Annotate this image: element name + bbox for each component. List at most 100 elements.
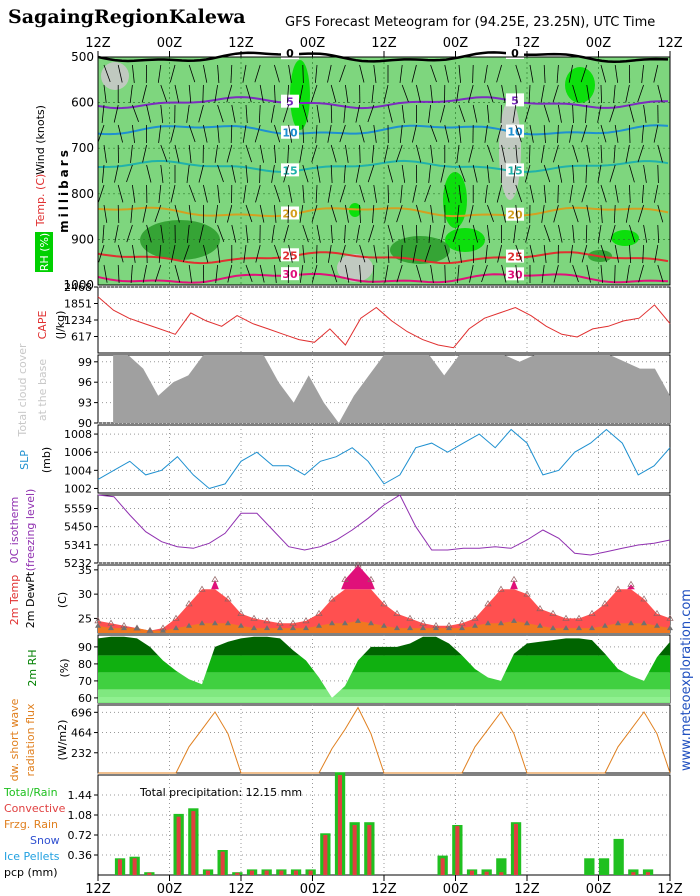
temp2m-point xyxy=(185,600,193,607)
wind-barb xyxy=(412,244,417,263)
legend-convective: Convective xyxy=(4,802,66,815)
wind-barb xyxy=(130,204,133,223)
precip-tick-label: 1.08 xyxy=(68,809,93,822)
wind-barb xyxy=(203,184,208,203)
wind-barb xyxy=(387,224,394,243)
wind-barb xyxy=(274,184,281,203)
shortwave-unit-label: (W/m2) xyxy=(56,720,69,761)
wind-barb xyxy=(355,164,360,183)
wind-barb xyxy=(182,244,190,263)
pressure-tick-label: 1000 xyxy=(63,278,94,292)
wind-barb xyxy=(97,124,105,143)
wind-barb xyxy=(383,144,389,163)
wind-barb xyxy=(629,224,636,243)
top-time-label: 00Z xyxy=(157,36,183,51)
precip-convective-bar xyxy=(293,870,298,875)
wind-barb xyxy=(274,264,277,283)
temp2m-point xyxy=(367,575,375,582)
rh2m-label: 2m RH xyxy=(26,649,39,686)
temp2m-point xyxy=(250,614,258,621)
wind-barb xyxy=(271,164,275,183)
wind-barb xyxy=(330,224,333,244)
wind-barb xyxy=(169,64,176,83)
wind-barb xyxy=(316,244,318,264)
cloud-area xyxy=(113,355,671,423)
wind-barb xyxy=(199,224,204,243)
freezing-label: 0C isotherm xyxy=(8,497,21,564)
rh-patch xyxy=(390,236,450,264)
wind-barb xyxy=(160,144,168,163)
dewpt2m-point xyxy=(225,620,231,626)
shortwave-tick-label: 696 xyxy=(71,706,92,719)
wind-barb xyxy=(424,244,431,263)
wind-barb xyxy=(444,244,450,263)
wind-barb xyxy=(174,264,181,283)
wind-barb xyxy=(456,204,460,223)
wind-barb xyxy=(345,84,349,103)
wind-barb xyxy=(614,124,619,143)
wind-barb xyxy=(384,204,389,223)
wind-barb xyxy=(515,64,522,83)
wind-barb xyxy=(597,164,602,183)
wind-barb xyxy=(585,104,588,124)
wind-barb xyxy=(287,144,289,164)
freezing-tick-label: 5450 xyxy=(64,521,92,534)
pressure-tick-label: 600 xyxy=(71,96,94,110)
wind-barb xyxy=(600,124,607,143)
wind-barb xyxy=(444,64,449,83)
wind-barb xyxy=(299,144,304,163)
isotherm-line xyxy=(97,251,669,265)
wind-barb xyxy=(600,264,603,283)
wind-barb xyxy=(302,244,305,263)
wind-barb xyxy=(496,124,502,143)
bottom-time-label: 00Z xyxy=(443,882,469,896)
wind-barb xyxy=(487,224,490,243)
wind-barb xyxy=(132,244,136,263)
dewpt2m-point xyxy=(355,617,361,623)
wind-barb xyxy=(424,184,431,203)
precip-convective-bar xyxy=(117,859,122,875)
wind-barb xyxy=(440,224,446,243)
dewpt2m-point xyxy=(303,625,309,631)
isotherm-label-box xyxy=(281,248,299,262)
temp2m-point xyxy=(562,614,570,621)
wind-barb xyxy=(525,224,531,243)
dewpt2m-point xyxy=(394,625,400,631)
wind-barb xyxy=(345,204,349,223)
wind-barb xyxy=(158,124,162,143)
wind-barb xyxy=(302,184,305,204)
wind-barb xyxy=(541,204,545,223)
precip-convective-bar xyxy=(279,870,284,875)
wind-barb xyxy=(243,244,247,263)
wind-barb xyxy=(274,124,281,143)
wind-barb xyxy=(641,64,644,83)
cloud-base-label: at the base xyxy=(36,359,49,422)
temp2m-point xyxy=(614,585,622,592)
slp-line xyxy=(97,428,671,490)
wind-barb xyxy=(259,84,264,103)
shortwave-tick-label: 232 xyxy=(71,747,92,760)
top-time-axis: 12Z 00Z 12Z 00Z 12Z 00Z 12Z 00Z 12Z xyxy=(85,36,683,57)
rh-patch xyxy=(101,62,129,90)
wind-barb xyxy=(457,264,460,283)
temp2m-point xyxy=(393,609,401,616)
wind-barb xyxy=(472,224,478,243)
cape-tick-label: 1851 xyxy=(64,298,92,311)
wind-barb xyxy=(372,264,375,284)
top-time-label: 12Z xyxy=(371,36,397,51)
dewpt2m-point xyxy=(550,625,556,631)
wind-barb xyxy=(359,184,365,203)
wind-barb xyxy=(344,224,346,244)
wind-barb xyxy=(458,184,462,203)
wind-barb xyxy=(472,104,478,123)
precip-convective-bar xyxy=(645,872,650,875)
dewpt2m-point xyxy=(420,625,426,631)
wind-barb xyxy=(468,84,474,103)
wind-barb xyxy=(226,84,233,103)
wind-barb xyxy=(600,144,603,164)
wind-barb xyxy=(245,104,248,124)
wind-barb xyxy=(274,144,277,164)
wind-barb xyxy=(356,224,360,243)
precip-tick-label: 0.72 xyxy=(68,829,93,842)
wind-barb xyxy=(299,264,304,283)
